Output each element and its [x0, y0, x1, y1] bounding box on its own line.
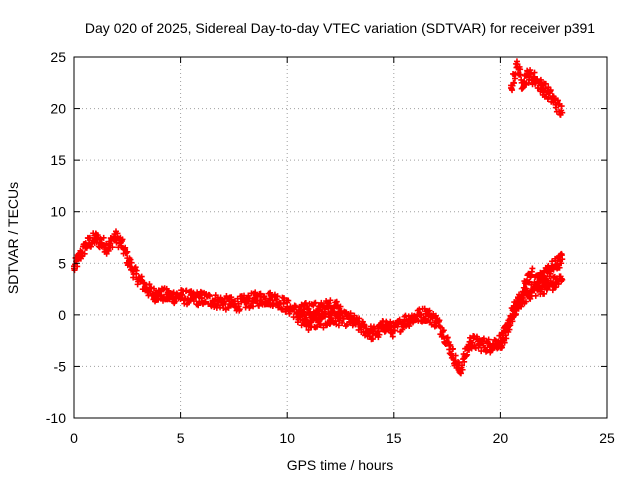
- series-markers: [508, 58, 566, 118]
- y-tick-label: 0: [58, 307, 66, 323]
- data-series: [531, 250, 566, 289]
- data-series: [497, 265, 536, 351]
- x-tick-label: 25: [599, 430, 615, 446]
- axis-ticks: [73, 56, 608, 419]
- data-series: [508, 58, 566, 118]
- plot-frame: [73, 56, 608, 419]
- y-tick-label: 5: [58, 255, 66, 271]
- y-tick-label: 20: [50, 101, 66, 117]
- x-axis-label: GPS time / hours: [287, 457, 394, 473]
- series-markers: [531, 250, 566, 289]
- tick-labels: 0 5 10 15 20 25 -10 -5 0 5 10 15 20 25: [46, 49, 615, 446]
- y-tick-label: 25: [50, 49, 66, 65]
- y-tick-label: -5: [54, 358, 67, 374]
- y-axis-label: SDTVAR / TECUs: [5, 182, 21, 294]
- x-tick-label: 5: [177, 430, 185, 446]
- y-tick-label: -10: [46, 410, 66, 426]
- series-markers: [497, 265, 536, 351]
- x-tick-label: 20: [493, 430, 509, 446]
- series-markers: [294, 273, 566, 377]
- data-series: [294, 273, 566, 377]
- x-tick-label: 15: [386, 430, 402, 446]
- x-tick-label: 0: [70, 430, 78, 446]
- y-tick-label: 15: [50, 152, 66, 168]
- y-tick-label: 10: [50, 204, 66, 220]
- chart-title: Day 020 of 2025, Sidereal Day-to-day VTE…: [85, 20, 595, 36]
- x-tick-label: 10: [279, 430, 295, 446]
- gridlines: [74, 57, 607, 418]
